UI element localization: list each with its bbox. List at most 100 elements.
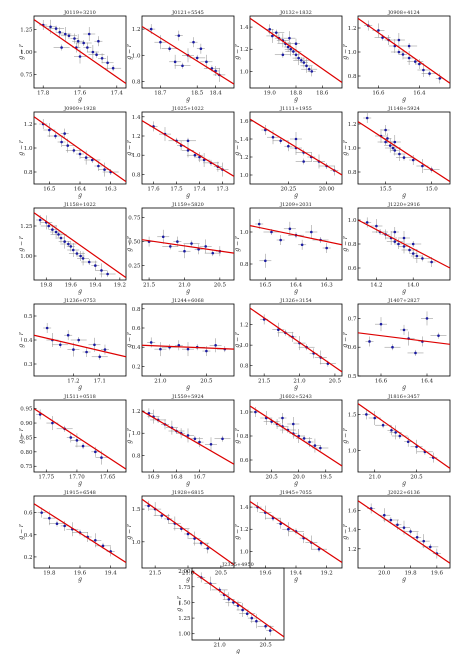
data-point: [49, 25, 52, 29]
y-tick-label: 1.2: [240, 323, 249, 329]
data-point: [381, 423, 385, 427]
data-point: [414, 351, 417, 355]
data-point: [195, 56, 199, 60]
x-axis-label: g: [236, 648, 240, 654]
y-tick-label: 0.50: [128, 240, 141, 246]
y-tick-label: 0.25: [128, 264, 141, 270]
chart-title: J1159+5820: [171, 202, 204, 208]
data-point: [51, 228, 54, 231]
plot-area: [34, 116, 126, 183]
x-tick-label: 19.4: [89, 283, 102, 289]
data-point: [103, 168, 106, 171]
y-axis-label: g − r: [342, 139, 349, 156]
data-point: [288, 36, 291, 40]
chart-svg: J1945+7055 19.6 19.4 19.2 1.0 1.2 1.4 g g − r: [234, 490, 343, 583]
data-point: [63, 132, 66, 135]
plot-frame: [33, 399, 127, 473]
data-point: [407, 56, 411, 60]
plot-area: [34, 408, 126, 470]
data-point: [199, 47, 203, 51]
chart-panel: J1236+0753 17.2 17.1 0.3 0.4 0.5 g g − r: [18, 296, 128, 391]
data-point: [181, 64, 184, 68]
y-tick-label: 1.0: [348, 218, 357, 224]
x-tick-label: 16.4: [421, 379, 434, 385]
data-point: [147, 504, 150, 508]
fit-line: [358, 121, 450, 183]
chart-title: J1816+3457: [387, 394, 420, 400]
x-tick-label: 19.6: [65, 283, 78, 289]
chart-title: J0121+5545: [171, 10, 204, 16]
x-tick-label: 15.5: [379, 187, 392, 193]
data-point: [287, 527, 290, 531]
data-point: [388, 144, 392, 147]
fit-line: [358, 17, 450, 84]
chart-title: J0908+4124: [387, 10, 420, 16]
chart-panel: J2022+6136 20.0 19.8 19.6 1.2 1.4 1.6 g g − r: [342, 488, 452, 583]
fit-line: [142, 410, 234, 465]
chart-svg: J1209+2031 16.5 16.4 16.3 0.8 1.0 g g − r: [234, 202, 343, 295]
data-point: [268, 27, 272, 31]
data-point: [206, 547, 210, 550]
x-tick-label: 17.1: [94, 379, 106, 385]
fit-line: [358, 219, 450, 269]
x-tick-label: 16.4: [290, 283, 303, 289]
x-axis-label: g: [78, 288, 82, 295]
x-tick-label: 18.5: [191, 91, 204, 97]
data-point: [393, 230, 397, 234]
chart-panel: J1158+1022 19.8 19.6 19.4 19.2 1.00 1.25 g g − r: [18, 200, 128, 295]
chart-panel: J1025+1022 17.6 17.5 17.4 17.3 0.8 1.0 1.2 1.4 g g…: [126, 104, 236, 199]
y-tick-label: 0.8: [240, 262, 249, 268]
fit-line: [142, 120, 234, 177]
x-tick-label: 20.5: [410, 475, 423, 481]
fit-line: [142, 344, 234, 350]
data-point: [97, 39, 100, 43]
y-tick-label: 2.00: [178, 569, 191, 575]
x-tick-label: 17.3: [216, 187, 229, 193]
data-point: [299, 59, 303, 62]
data-point: [288, 227, 292, 231]
plot-area: [358, 311, 450, 356]
data-point: [71, 248, 75, 252]
data-point: [63, 524, 66, 528]
x-tick-label: 18.8: [290, 91, 303, 97]
y-axis-label: g − r: [342, 43, 349, 60]
fit-line: [34, 116, 126, 183]
chart-svg: J1511+0518 17.75 17.70 17.65 0.75 0.80 0.85 0.9…: [18, 394, 127, 487]
x-tick-label: 19.0: [264, 91, 277, 97]
x-axis-label: g: [294, 384, 298, 391]
y-tick-label: 1.25: [178, 616, 191, 622]
data-point: [177, 343, 181, 347]
y-tick-label: 0.75: [128, 216, 141, 222]
data-point: [300, 243, 304, 247]
data-point: [204, 245, 207, 248]
chart-svg: J0132+1832 19.0 18.8 18.6 1.0 1.2 1.4 g g − r: [234, 10, 343, 103]
x-axis-label: g: [294, 96, 298, 103]
x-axis-label: g: [78, 480, 82, 487]
data-point: [270, 230, 273, 234]
data-point: [94, 264, 97, 267]
fit-line: [142, 239, 234, 254]
data-point: [100, 456, 103, 459]
data-point: [421, 164, 424, 168]
y-axis-label: g − r: [342, 235, 349, 252]
y-tick-label: 0.8: [132, 307, 141, 313]
data-point: [186, 434, 190, 437]
data-point: [51, 421, 54, 425]
chart-svg: J1602+5243 20.5 20.0 19.5 0.6 0.8 1.0 g g − r: [234, 394, 343, 487]
y-axis-label: g − r: [18, 43, 25, 60]
data-point: [100, 269, 103, 272]
data-point: [78, 55, 82, 58]
x-tick-label: 19.2: [321, 571, 333, 577]
plot-frame: [249, 111, 343, 185]
y-tick-label: 1.2: [348, 122, 357, 128]
data-point: [190, 242, 193, 245]
plot-area: [34, 212, 126, 279]
data-point: [294, 137, 298, 141]
y-tick-label: 1.2: [132, 409, 141, 415]
chart-title: J0909+1928: [63, 106, 96, 112]
data-point: [58, 30, 62, 34]
data-point: [97, 164, 100, 168]
chart-svg: J1915+6548 19.8 19.6 19.4 0.2 0.4 0.6 g g − r: [18, 490, 127, 583]
data-point: [75, 252, 79, 255]
y-axis-label: g − r: [234, 427, 241, 444]
